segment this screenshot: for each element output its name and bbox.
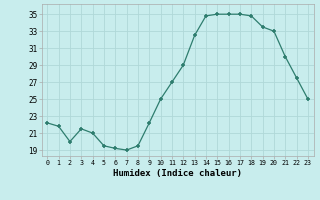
X-axis label: Humidex (Indice chaleur): Humidex (Indice chaleur) <box>113 169 242 178</box>
